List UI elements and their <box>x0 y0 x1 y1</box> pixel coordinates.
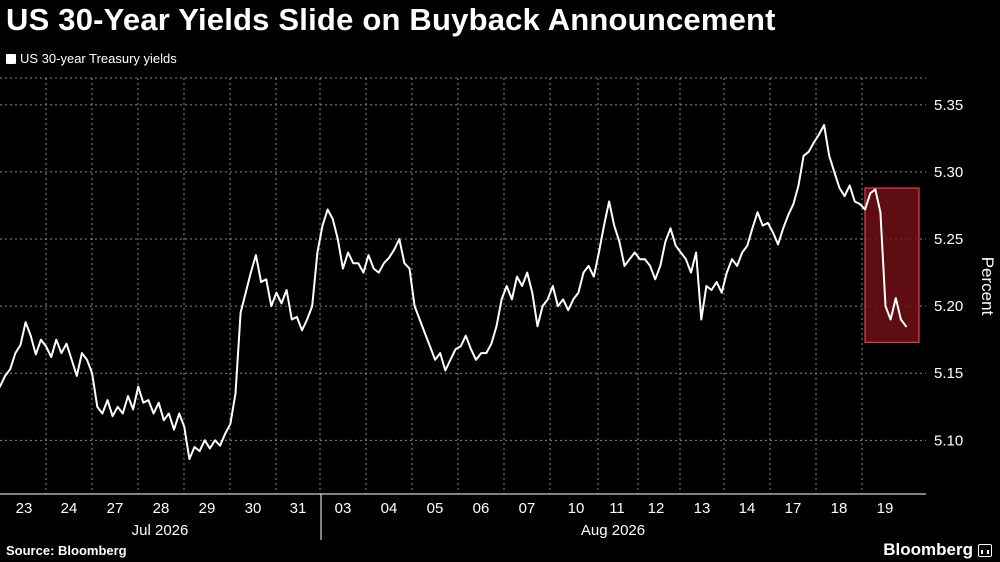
x-tick-label: 04 <box>381 500 398 517</box>
x-month-label: Jul 2026 <box>132 522 189 539</box>
y-tick-label: 5.30 <box>934 164 963 181</box>
brand-logo: Bloomberg <box>883 540 992 560</box>
x-tick-label: 24 <box>61 500 78 517</box>
x-tick-label: 06 <box>473 500 490 517</box>
legend-label: US 30-year Treasury yields <box>20 51 177 66</box>
y-tick-label: 5.25 <box>934 231 963 248</box>
bloomberg-chart-icon <box>978 543 992 557</box>
y-axis-title: Percent <box>978 257 997 316</box>
x-tick-label: 11 <box>609 500 625 517</box>
x-tick-label: 18 <box>831 500 848 517</box>
x-tick-label: 10 <box>568 500 585 517</box>
x-tick-label: 28 <box>153 500 170 517</box>
y-tick-label: 5.10 <box>934 432 963 449</box>
x-tick-label: 31 <box>290 500 307 517</box>
x-tick-label: 23 <box>16 500 33 517</box>
brand-name: Bloomberg <box>883 540 973 559</box>
x-month-label: Aug 2026 <box>581 522 645 539</box>
x-tick-label: 07 <box>519 500 536 517</box>
highlight-box <box>864 187 920 343</box>
y-tick-label: 5.15 <box>934 365 963 382</box>
x-tick-label: 17 <box>785 500 802 517</box>
x-tick-label: 19 <box>877 500 894 517</box>
x-tick-label: 14 <box>739 500 756 517</box>
legend-swatch <box>6 53 16 64</box>
x-tick-label: 13 <box>694 500 711 517</box>
x-tick-label: 29 <box>199 500 216 517</box>
x-tick-label: 27 <box>107 500 124 517</box>
x-tick-label: 12 <box>648 500 665 517</box>
source-note: Source: Bloomberg <box>6 543 127 558</box>
series-line-us-30y-yields <box>0 124 907 461</box>
y-tick-label: 5.35 <box>934 97 963 114</box>
legend: US 30-year Treasury yields <box>6 51 177 66</box>
x-tick-label: 30 <box>245 500 262 517</box>
y-tick-label: 5.20 <box>934 298 963 315</box>
x-tick-label: 03 <box>335 500 352 517</box>
chart-title: US 30-Year Yields Slide on Buyback Annou… <box>6 2 776 37</box>
x-tick-label: 05 <box>427 500 444 517</box>
